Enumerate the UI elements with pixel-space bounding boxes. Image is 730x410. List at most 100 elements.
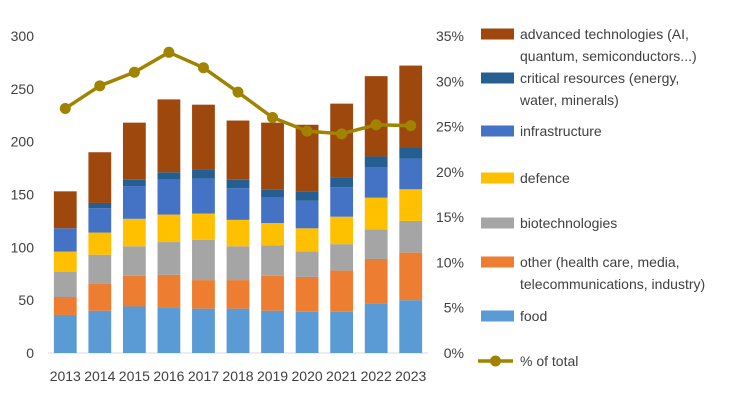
- legend-label: critical resources (energy,: [520, 70, 679, 86]
- bar-segment: [295, 191, 319, 201]
- bar-segment: [192, 169, 215, 179]
- bar-segment: [192, 104, 215, 170]
- x-tick-label: 2015: [119, 368, 150, 384]
- bar-segment: [364, 76, 388, 157]
- bar-segment: [53, 191, 77, 229]
- bar-segment: [122, 246, 146, 276]
- line-point: [267, 112, 279, 124]
- legend-label: % of total: [520, 353, 578, 369]
- legend-swatch-marker: [490, 355, 501, 367]
- x-tick-label: 2013: [50, 368, 81, 384]
- legend-label: biotechnologies: [520, 215, 617, 231]
- line-point: [163, 46, 175, 58]
- bar-segment: [157, 214, 181, 243]
- bar-segment: [53, 314, 77, 353]
- y-tick-label: 50: [18, 292, 34, 308]
- bar-segment: [261, 275, 284, 311]
- bar-segment: [364, 258, 388, 304]
- y-axis-right: 0% 5% 10% 15% 20% 25% 30% 35%: [436, 28, 464, 361]
- bar-segment: [122, 122, 146, 180]
- bar-segment: [295, 200, 319, 229]
- y-tick-label: 200: [11, 134, 35, 150]
- bar-segment: [330, 187, 354, 217]
- bar-segment: [261, 223, 284, 246]
- bar-segment: [226, 308, 250, 353]
- bar-segment: [399, 252, 423, 301]
- bar-segment: [192, 213, 215, 240]
- bar-segment: [157, 274, 181, 308]
- bar-segment: [226, 219, 250, 247]
- bar-segment: [226, 188, 250, 220]
- bar-segment: [157, 307, 181, 353]
- bar-segment: [364, 303, 388, 353]
- y2-tick-label: 30%: [436, 73, 464, 89]
- x-axis: 2013 2014 2015 2016 2017 2018 2019 2020 2021 2022…: [50, 368, 427, 384]
- line-point: [232, 86, 244, 98]
- bar-segment: [261, 197, 284, 224]
- bar-segment: [295, 276, 319, 312]
- legend-swatch: [481, 72, 514, 84]
- bar-segment: [192, 239, 215, 281]
- bar-segment: [122, 179, 146, 187]
- bar-segment: [122, 306, 146, 353]
- y-tick-label: 300: [11, 28, 35, 44]
- legend-label: infrastructure: [520, 123, 602, 139]
- bar-segment: [226, 179, 250, 189]
- legend-swatch: [481, 28, 514, 40]
- legend-label: advanced technologies (AI,: [520, 26, 689, 42]
- x-tick-label: 2017: [188, 368, 219, 384]
- bar-segment: [399, 220, 423, 253]
- legend-swatch: [481, 125, 514, 137]
- y2-tick-label: 5%: [444, 300, 464, 316]
- x-tick-label: 2022: [361, 368, 392, 384]
- bars: [53, 65, 423, 353]
- legend-swatch: [481, 172, 514, 184]
- bar-segment: [122, 218, 146, 247]
- x-tick-label: 2023: [395, 368, 426, 384]
- y-axis-left: 0 50 100 150 200 250 300: [11, 28, 35, 361]
- bar-segment: [53, 296, 77, 315]
- legend-swatch: [481, 256, 514, 268]
- legend-label: quantum, semiconductors...): [520, 48, 697, 64]
- bar-segment: [330, 270, 354, 312]
- y2-tick-label: 0%: [444, 345, 464, 361]
- bar-segment: [88, 152, 112, 203]
- y2-tick-label: 10%: [436, 254, 464, 270]
- bar-segment: [122, 275, 146, 307]
- x-tick-label: 2019: [257, 368, 288, 384]
- line-point: [336, 128, 348, 140]
- bar-segment: [53, 251, 77, 272]
- bar-segment: [88, 208, 112, 233]
- legend-swatch: [481, 217, 514, 229]
- bar-segment: [330, 177, 354, 188]
- bar-segment: [261, 310, 284, 353]
- legend-label: other (health care, media,: [520, 254, 680, 270]
- x-tick-label: 2020: [292, 368, 323, 384]
- bar-segment: [261, 189, 284, 198]
- bar-segment: [157, 172, 181, 180]
- line-point: [370, 119, 382, 131]
- bar-segment: [157, 242, 181, 275]
- bar-segment: [88, 232, 112, 255]
- line-point: [128, 66, 140, 78]
- x-tick-label: 2018: [222, 368, 253, 384]
- y-tick-label: 150: [11, 187, 35, 203]
- y2-tick-label: 25%: [436, 119, 464, 135]
- bar-segment: [364, 197, 388, 230]
- bar-segment: [192, 308, 215, 353]
- x-tick-label: 2021: [326, 368, 357, 384]
- x-tick-label: 2016: [153, 368, 184, 384]
- bar-segment: [226, 246, 250, 281]
- y-tick-label: 100: [11, 239, 35, 255]
- legend-label: defence: [520, 170, 570, 186]
- y2-tick-label: 20%: [436, 164, 464, 180]
- bar-segment: [88, 254, 112, 284]
- bar-segment: [364, 229, 388, 259]
- bar-segment: [399, 65, 423, 149]
- y2-tick-label: 35%: [436, 28, 464, 44]
- bar-segment: [192, 280, 215, 309]
- bar-segment: [53, 228, 77, 252]
- bar-segment: [295, 124, 319, 192]
- bar-segment: [330, 244, 354, 271]
